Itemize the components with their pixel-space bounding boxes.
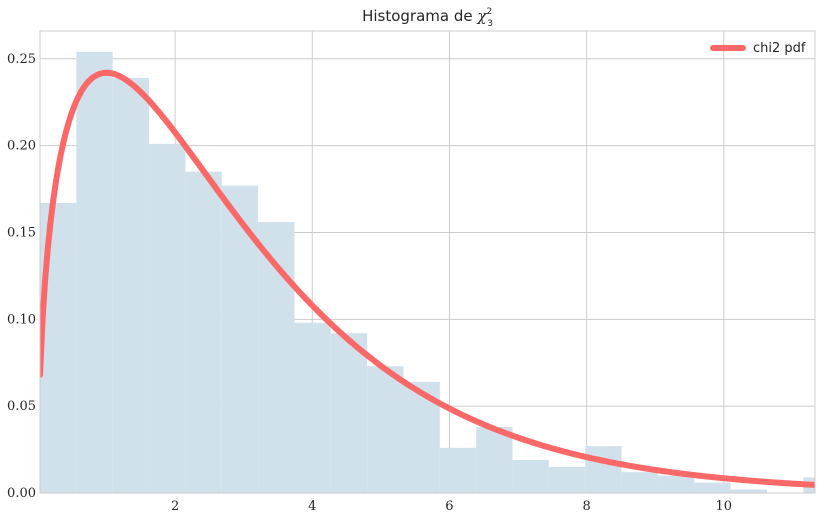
y-tick-label: 0.20 bbox=[7, 139, 36, 154]
histogram-bar bbox=[185, 171, 222, 493]
histogram-bar bbox=[585, 446, 622, 493]
histogram-bar bbox=[367, 366, 404, 493]
chi2-pdf-line bbox=[40, 69, 815, 488]
legend-label: chi2 pdf bbox=[753, 41, 806, 56]
histogram-bar bbox=[548, 466, 586, 493]
histogram-bar bbox=[476, 427, 513, 493]
histogram-bar bbox=[149, 143, 186, 493]
y-tick-label: 0.00 bbox=[7, 486, 36, 501]
x-tick-label: 6 bbox=[445, 499, 453, 514]
histogram-bar bbox=[112, 77, 150, 493]
y-tick-label: 0.25 bbox=[7, 52, 36, 67]
y-tick-label: 0.05 bbox=[7, 399, 36, 414]
axis-layer: 2 4 6 8 10 0.00 0.05 0.10 0.15 0.20 0.25 bbox=[7, 30, 816, 514]
histogram-bar bbox=[621, 472, 658, 493]
y-tick-label: 0.10 bbox=[7, 312, 36, 327]
histogram-bar bbox=[657, 475, 695, 493]
x-tick-label: 8 bbox=[582, 499, 590, 514]
histogram-bar bbox=[221, 185, 259, 493]
histogram-bar bbox=[512, 460, 549, 493]
y-tick-label: 0.15 bbox=[7, 225, 36, 240]
histogram-bar bbox=[439, 447, 477, 493]
x-tick-label: 2 bbox=[171, 499, 179, 514]
pdf-line-layer bbox=[40, 69, 815, 488]
histogram-bar bbox=[330, 333, 368, 493]
x-tick-label: 10 bbox=[716, 499, 733, 514]
x-tick-label: 4 bbox=[308, 499, 316, 514]
histogram-bar bbox=[730, 489, 767, 493]
histogram-bar bbox=[76, 51, 113, 493]
chart-title: Histograma de χ2 3 bbox=[362, 7, 493, 29]
plot-frame bbox=[39, 30, 816, 494]
histogram-bar bbox=[294, 322, 331, 493]
histogram-bars bbox=[40, 51, 815, 493]
chart-title-group: Histograma de χ2 3 bbox=[362, 7, 493, 29]
legend: chi2 pdf bbox=[710, 41, 806, 56]
histogram-bar bbox=[694, 482, 731, 493]
